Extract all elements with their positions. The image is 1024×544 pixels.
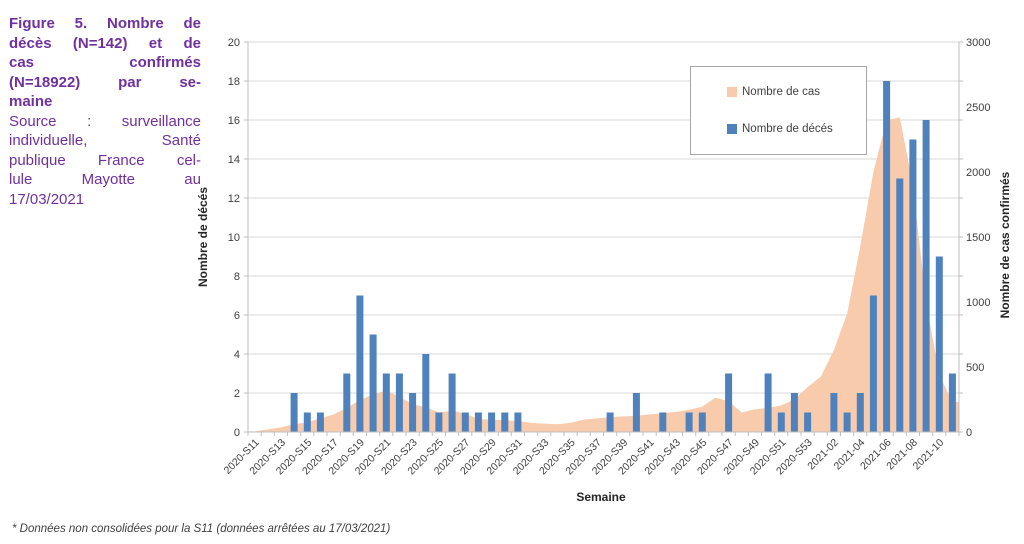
legend-entry-cases: Nombre de cas xyxy=(727,86,866,98)
caption-source-line: publique France cel- xyxy=(9,151,201,169)
caption-source-line: 17/03/2021 xyxy=(9,190,85,208)
svg-text:4: 4 xyxy=(234,349,240,361)
legend-label-cases: Nombre de cas xyxy=(742,85,820,98)
death-bar xyxy=(804,412,812,432)
caption-line: Figure 5. Nombre de xyxy=(9,15,201,32)
svg-text:2: 2 xyxy=(234,388,240,400)
death-bar xyxy=(883,81,891,432)
caption-line: maine xyxy=(9,93,53,110)
svg-text:16: 16 xyxy=(228,115,240,127)
legend-entry-deaths: Nombre de décés xyxy=(727,123,866,135)
death-bar xyxy=(777,412,785,432)
death-bar xyxy=(382,373,390,432)
svg-text:1500: 1500 xyxy=(966,232,990,244)
caption-line: décès (N=142) et de xyxy=(9,34,201,52)
death-bar xyxy=(948,373,956,432)
death-bar xyxy=(830,393,838,432)
death-bar xyxy=(764,373,772,432)
cases-area xyxy=(248,117,959,433)
death-bar xyxy=(435,412,443,432)
death-bar xyxy=(356,295,364,432)
svg-text:20: 20 xyxy=(228,37,240,49)
death-bar xyxy=(488,412,496,432)
chart-legend: Nombre de cas Nombre de décés xyxy=(690,66,867,155)
svg-text:8: 8 xyxy=(234,271,240,283)
axes xyxy=(244,41,963,436)
death-bar xyxy=(409,393,417,432)
y-right-axis-title: Nombre de cas confirmés xyxy=(998,171,1012,318)
death-bar xyxy=(843,412,851,432)
death-bar xyxy=(303,412,311,432)
death-bar xyxy=(316,412,324,432)
svg-text:14: 14 xyxy=(228,154,240,166)
caption-source-line: individuelle, Santé xyxy=(9,132,201,149)
deaths-bar-series xyxy=(290,81,956,432)
svg-text:12: 12 xyxy=(228,193,240,205)
death-bar xyxy=(632,393,640,432)
cases-area-swatch-icon xyxy=(727,86,737,97)
death-bar xyxy=(606,412,614,432)
caption-source-line: Source : surveillance xyxy=(9,112,201,130)
footnote: * Données non consolidées pour la S11 (d… xyxy=(12,523,391,535)
death-bar xyxy=(698,412,706,432)
death-bar xyxy=(725,373,733,432)
svg-text:1000: 1000 xyxy=(966,297,990,309)
death-bar xyxy=(474,412,482,432)
deaths-bar-swatch-icon xyxy=(727,124,737,135)
death-bar xyxy=(461,412,469,432)
death-bar xyxy=(395,373,403,432)
svg-text:0: 0 xyxy=(234,427,240,439)
cases-area-series xyxy=(248,117,959,433)
death-bar xyxy=(922,120,930,432)
death-bar xyxy=(790,393,798,432)
x-axis-title: Semaine xyxy=(576,490,626,504)
death-bar xyxy=(685,412,693,432)
svg-text:18: 18 xyxy=(228,76,240,88)
death-bar xyxy=(501,412,509,432)
death-bar xyxy=(856,393,864,432)
death-bar xyxy=(369,334,377,432)
death-bar xyxy=(935,256,943,432)
caption-line: cas confirmés xyxy=(9,54,201,71)
death-bar xyxy=(896,178,904,432)
death-bar xyxy=(343,373,351,432)
death-bar xyxy=(290,393,298,432)
caption-line: (N=18922) par se- xyxy=(9,73,201,91)
svg-text:3000: 3000 xyxy=(966,37,990,49)
death-bar xyxy=(422,354,430,432)
y-left-axis-title: Nombre de décés xyxy=(196,187,210,287)
svg-text:500: 500 xyxy=(966,362,984,374)
svg-text:6: 6 xyxy=(234,310,240,322)
death-bar xyxy=(909,139,917,432)
death-bar xyxy=(659,412,667,432)
svg-text:2000: 2000 xyxy=(966,167,990,179)
svg-text:2500: 2500 xyxy=(966,102,990,114)
svg-text:0: 0 xyxy=(966,427,972,439)
figure-caption: Figure 5. Nombre de décès (N=142) et de … xyxy=(9,14,201,209)
death-bar xyxy=(514,412,522,432)
legend-label-deaths: Nombre de décés xyxy=(742,123,833,136)
caption-source-line: lule Mayotte au xyxy=(9,171,201,188)
death-bar xyxy=(448,373,456,432)
svg-text:10: 10 xyxy=(228,232,240,244)
death-bar xyxy=(869,295,877,432)
